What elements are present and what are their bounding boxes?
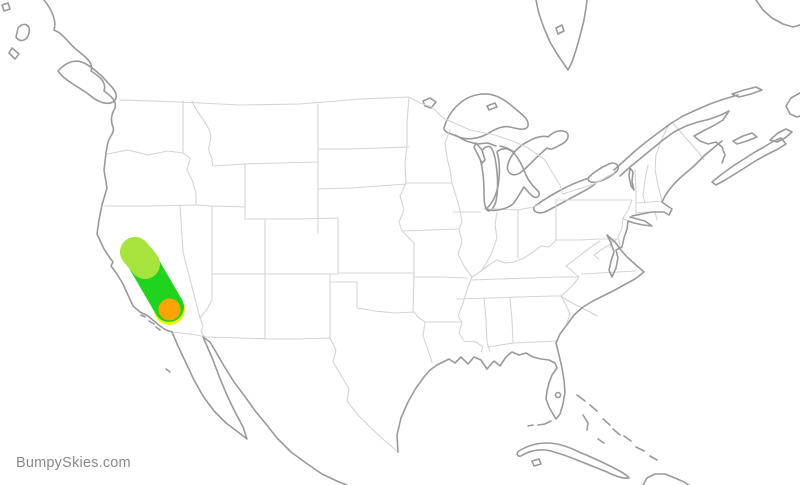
flight-route-group	[120, 237, 185, 325]
lake-erie	[532, 177, 597, 214]
lake-ontario	[587, 162, 620, 184]
hudson-bay-and-labrador-coastline	[535, 0, 800, 118]
western-state-lines	[103, 100, 426, 340]
destination-marker-inner-dot	[158, 298, 181, 321]
hispaniola-coastline	[642, 473, 690, 485]
plains-midwest-state-lines	[317, 96, 557, 323]
lake-huron	[506, 130, 569, 176]
isle-royale	[486, 102, 498, 111]
florida-keys-islands	[527, 420, 552, 427]
northeast-state-lines	[555, 121, 705, 260]
route-segment-light	[120, 237, 160, 279]
lake-superior	[443, 93, 529, 140]
michigan-mitten-coastline	[454, 134, 541, 212]
bahamas-islands	[576, 394, 658, 461]
mexico-border-line	[171, 331, 399, 453]
channel-islands	[140, 314, 171, 373]
southern-state-lines	[422, 239, 636, 363]
bumpyskies-watermark: BumpySkies.com	[16, 455, 131, 471]
state-borders-group	[103, 96, 705, 453]
lake-okeechobee	[554, 391, 562, 399]
pacific-and-mexico-coastline	[43, 0, 348, 485]
st-lawrence-and-maritimes-coastline	[613, 86, 793, 186]
vancouver-island-and-bc-islands	[1, 2, 118, 105]
green-bay	[473, 142, 486, 164]
lake-champlain	[628, 167, 635, 191]
canada-border-line	[119, 96, 615, 195]
gulf-and-atlantic-coastline	[396, 140, 723, 453]
great-lakes-group	[422, 93, 635, 399]
cuba-coastline	[516, 442, 630, 479]
